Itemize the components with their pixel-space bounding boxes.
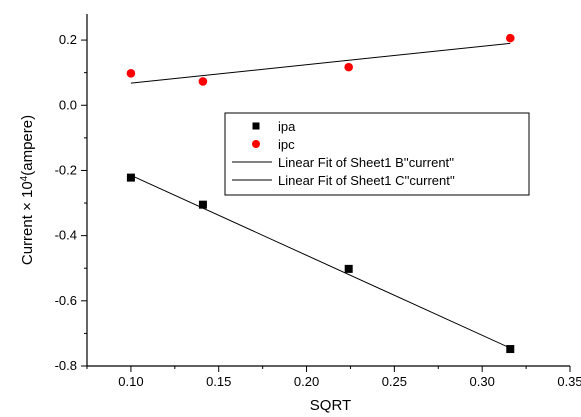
y-axis-title-prefix: Current × 10 <box>19 181 36 265</box>
y-tick-label: -0.2 <box>55 162 77 177</box>
legend: ipa ipc Linear Fit of Sheet1 B''current'' L… <box>224 112 530 196</box>
x-tick-label: 0.15 <box>206 374 231 389</box>
legend-label-ipa: ipa <box>278 119 296 134</box>
x-ticks: 0.10 0.15 0.20 0.25 0.30 0.35 <box>86 366 581 389</box>
legend-items: ipa ipc Linear Fit of Sheet1 B''current'' L… <box>232 119 455 188</box>
fit-lines <box>130 42 511 349</box>
fit-line <box>130 42 511 84</box>
y-ticks: 0.2 0.0 -0.2 -0.4 -0.6 -0.8 <box>55 32 87 373</box>
x-tick-label: 0.10 <box>118 374 143 389</box>
y-axis-title-superscript: 4 <box>19 175 30 181</box>
y-tick-label: 0.0 <box>59 97 77 112</box>
data-point-ipc <box>344 62 353 72</box>
x-tick-label: 0.25 <box>382 374 407 389</box>
data-point-ipa <box>198 200 207 209</box>
data-point-ipc <box>505 33 515 43</box>
legend-marker-ipa <box>252 122 260 130</box>
data-point-ipa <box>344 264 353 273</box>
x-axis-title: SQRT <box>310 397 351 414</box>
data-point-ipa <box>506 345 515 354</box>
y-tick-label: 0.2 <box>59 32 77 47</box>
y-axis-title-suffix: (ampere) <box>19 115 36 176</box>
data-point-ipc <box>198 77 208 86</box>
legend-marker-ipc <box>252 140 260 148</box>
legend-box <box>224 112 530 196</box>
x-tick-label: 0.20 <box>294 374 319 389</box>
legend-label-fit: Linear Fit of Sheet1 C''current'' <box>278 173 455 188</box>
legend-label-ipc: ipc <box>278 137 295 152</box>
data-point-ipc <box>126 69 136 78</box>
x-tick-label: 0.30 <box>470 374 495 389</box>
fit-line <box>130 174 511 349</box>
y-tick-label: -0.4 <box>55 228 77 243</box>
y-tick-label: -0.8 <box>55 358 77 373</box>
x-tick-label: 0.35 <box>557 374 581 389</box>
y-axis-title: Current × 104(ampere) <box>19 115 37 265</box>
data-point-ipa <box>126 173 135 182</box>
legend-label-fit: Linear Fit of Sheet1 B''current'' <box>278 155 454 170</box>
data-points <box>126 33 515 354</box>
y-tick-label: -0.6 <box>55 293 77 308</box>
